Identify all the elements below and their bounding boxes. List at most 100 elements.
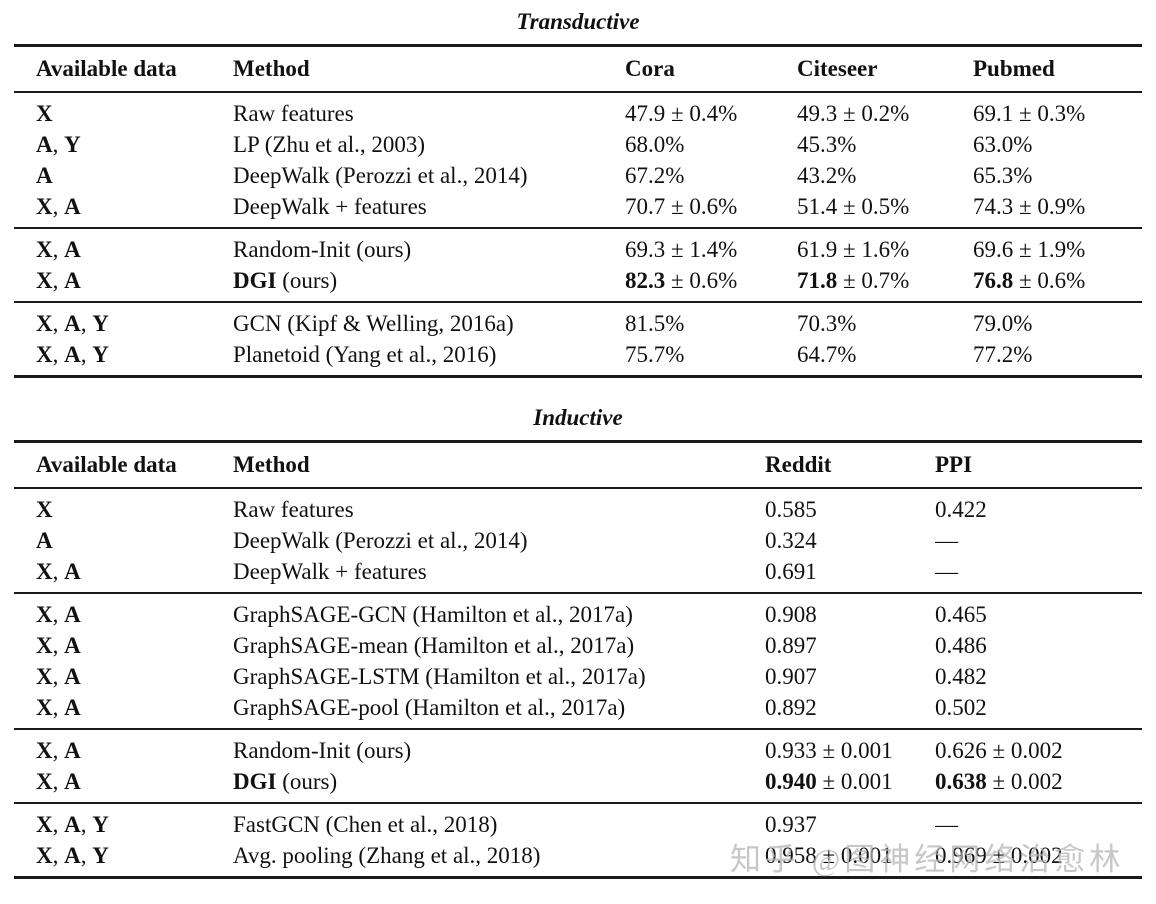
table-cell: X, A: [36, 556, 233, 587]
table-cell: 0.969 ± 0.002: [935, 840, 1142, 871]
table-cell: 68.0%: [625, 129, 797, 160]
text: 0.907: [765, 664, 817, 689]
table-cell: 0.892: [765, 692, 935, 723]
bold-text: 82.3: [625, 268, 666, 293]
table-cell: 0.908: [765, 599, 935, 630]
text: 77.2%: [973, 342, 1033, 367]
bold-text: 71.8: [797, 268, 838, 293]
bold-text: A: [36, 132, 53, 157]
text: ,: [52, 812, 65, 837]
table-row: X, A GraphSAGE-pool (Hamilton et al., 201…: [14, 692, 1142, 723]
bottom-rule: [14, 876, 1142, 879]
column-header: Method: [233, 56, 310, 81]
text: ,: [52, 633, 65, 658]
bold-text: X: [36, 843, 53, 868]
table-cell: X, A: [36, 661, 233, 692]
text: 81.5%: [625, 311, 685, 336]
table-cell: —: [935, 556, 1142, 587]
table-row: X, A Random-Init (ours) 69.3 ± 1.4% 61.9 ± …: [14, 234, 1142, 265]
table-cell: 71.8 ± 0.7%: [797, 265, 973, 296]
bold-text: DGI: [233, 268, 277, 293]
table-cell: DeepWalk (Perozzi et al., 2014): [233, 525, 765, 556]
text: (ours): [276, 268, 338, 293]
text: LP (Zhu et al., 2003): [233, 132, 426, 157]
table-row: X, A, Y Avg. pooling (Zhang et al., 2018)…: [14, 840, 1142, 871]
text: ,: [52, 602, 65, 627]
table-cell: X, A, Y: [36, 339, 233, 370]
table-cell: 0.422: [935, 494, 1142, 525]
table-title: Inductive: [533, 405, 623, 430]
table-cell: A: [36, 525, 233, 556]
table-row-group: X Raw features 47.9 ± 0.4% 49.3 ± 0.2% 69.1 …: [14, 93, 1142, 227]
table-cell: DeepWalk (Perozzi et al., 2014): [233, 160, 625, 191]
text: 63.0%: [973, 132, 1033, 157]
table-cell: 65.3%: [973, 160, 1142, 191]
table-cell: X, A: [36, 766, 233, 797]
text: 70.7 ± 0.6%: [625, 194, 738, 219]
text: 0.502: [935, 695, 987, 720]
bold-text: A: [64, 812, 81, 837]
text: 0.482: [935, 664, 987, 689]
table-row: X, A GraphSAGE-LSTM (Hamilton et al., 201…: [14, 661, 1142, 692]
table-cell: 0.626 ± 0.002: [935, 735, 1142, 766]
text: Raw features: [233, 101, 354, 126]
table-cell: 43.2%: [797, 160, 973, 191]
text: (ours): [276, 769, 338, 794]
table-body: X Raw features 47.9 ± 0.4% 49.3 ± 0.2% 69.1 …: [14, 93, 1142, 375]
text: 43.2%: [797, 163, 857, 188]
text: GraphSAGE-GCN (Hamilton et al., 2017a): [233, 602, 633, 627]
table-cell: 51.4 ± 0.5%: [797, 191, 973, 222]
bold-text: X: [36, 268, 53, 293]
text: 0.933 ± 0.001: [765, 738, 893, 763]
table-row: X, A Random-Init (ours) 0.933 ± 0.001 0.626…: [14, 735, 1142, 766]
text: 69.6 ± 1.9%: [973, 237, 1086, 262]
table-cell: 61.9 ± 1.6%: [797, 234, 973, 265]
bold-text: X: [36, 664, 53, 689]
table-cell: 0.691: [765, 556, 935, 587]
text: ,: [80, 342, 93, 367]
table-cell: A: [36, 160, 233, 191]
table-row: A, Y LP (Zhu et al., 2003) 68.0% 45.3% 63.0%: [14, 129, 1142, 160]
table-cell: 0.324: [765, 525, 935, 556]
table-cell: GraphSAGE-GCN (Hamilton et al., 2017a): [233, 599, 765, 630]
text: 74.3 ± 0.9%: [973, 194, 1086, 219]
table-cell: X, A: [36, 234, 233, 265]
text: DeepWalk (Perozzi et al., 2014): [233, 528, 528, 553]
table-row-group: X, A GraphSAGE-GCN (Hamilton et al., 2017…: [14, 594, 1142, 728]
table-cell: 70.7 ± 0.6%: [625, 191, 797, 222]
text: 0.422: [935, 497, 987, 522]
table-cell: 79.0%: [973, 308, 1142, 339]
table-cell: 64.7%: [797, 339, 973, 370]
bold-text: A: [64, 342, 81, 367]
bold-text: A: [64, 843, 81, 868]
table-cell: 0.585: [765, 494, 935, 525]
text: 70.3%: [797, 311, 857, 336]
bold-text: A: [64, 194, 81, 219]
table-cell: 0.638 ± 0.002: [935, 766, 1142, 797]
bold-text: X: [36, 101, 53, 126]
table-cell: 0.482: [935, 661, 1142, 692]
text: ,: [52, 843, 65, 868]
table-cell: X, A: [36, 599, 233, 630]
text: 68.0%: [625, 132, 685, 157]
header-rule: [14, 91, 1142, 93]
table-cell: X, A, Y: [36, 840, 233, 871]
table-row-group: X Raw features 0.585 0.422 A DeepWalk (Perozz…: [14, 489, 1142, 592]
bold-text: A: [64, 633, 81, 658]
table-cell: X, A: [36, 735, 233, 766]
text: 0.937: [765, 812, 817, 837]
bold-text: Y: [64, 132, 81, 157]
table-cell: 67.2%: [625, 160, 797, 191]
bold-text: A: [64, 237, 81, 262]
column-header: Reddit: [765, 452, 832, 477]
text: 0.585: [765, 497, 817, 522]
text: 45.3%: [797, 132, 857, 157]
text: Planetoid (Yang et al., 2016): [233, 342, 497, 367]
table-cell: Raw features: [233, 98, 625, 129]
table-cell: 69.3 ± 1.4%: [625, 234, 797, 265]
text: 47.9 ± 0.4%: [625, 101, 738, 126]
table-cell: X: [36, 98, 233, 129]
column-header: Available data: [36, 56, 177, 81]
group-separator-rule: [14, 301, 1142, 303]
